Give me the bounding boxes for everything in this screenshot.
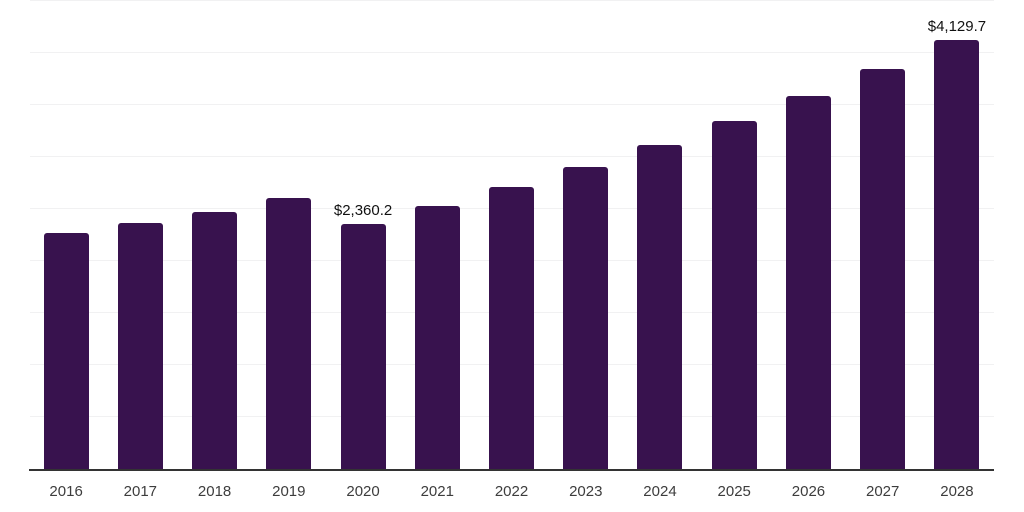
x-tick-label: 2018 [197,483,232,500]
x-tick-label: 2017 [123,483,158,500]
bar-2021 [414,206,460,469]
x-axis-labels: 2016 2017 2018 2019 2020 2021 2022 2023 2024 2025… [29,482,994,501]
bar-slot [697,1,771,469]
x-tick-label: 2024 [643,483,677,500]
bar-2019 [266,198,312,469]
bar-2025 [711,121,757,469]
bar-slot [400,1,474,469]
x-tick-label: 2020 [346,483,380,500]
bar-slot [474,1,548,469]
x-tick-label: 2022 [494,483,529,500]
bar-2018 [192,211,238,469]
x-tick-label: 2021 [420,483,454,500]
bar-2017 [117,222,163,469]
bar-2016 [43,232,89,469]
plot-area: $2,360.2 $4,129.7 [29,0,994,471]
gridline [30,104,994,105]
x-tick-label: 2027 [866,483,900,500]
gridline [30,0,994,1]
bar-slot [771,1,845,469]
bar-slot [252,1,326,469]
x-tick-label: 2026 [791,483,826,500]
bar-slot [549,1,623,469]
x-tick-label: 2019 [272,483,306,500]
x-tick-label: 2023 [569,483,603,500]
x-tick-label: 2025 [717,483,751,500]
bar-2022 [489,186,535,469]
bar-2024 [637,144,683,469]
bar-slot [623,1,697,469]
bars: $2,360.2 $4,129.7 [29,1,994,469]
x-tick-label: 2028 [940,483,974,500]
data-label-2020: $2,360.2 [333,201,393,219]
bar-slot: $4,129.7 [920,1,994,469]
bar-slot [29,1,103,469]
bar-slot [103,1,177,469]
bar-slot [846,1,920,469]
bar-2028 [934,39,980,469]
x-tick-label: 2016 [49,483,83,500]
bar-2026 [785,95,831,469]
gridline [30,52,994,53]
bar-slot: $2,360.2 [326,1,400,469]
gridline [30,156,994,158]
data-label-2028: $4,129.7 [927,17,987,35]
bar-slot [177,1,251,469]
bar-2027 [860,68,906,469]
bar-2023 [563,166,609,469]
bar-2020 [340,223,386,469]
